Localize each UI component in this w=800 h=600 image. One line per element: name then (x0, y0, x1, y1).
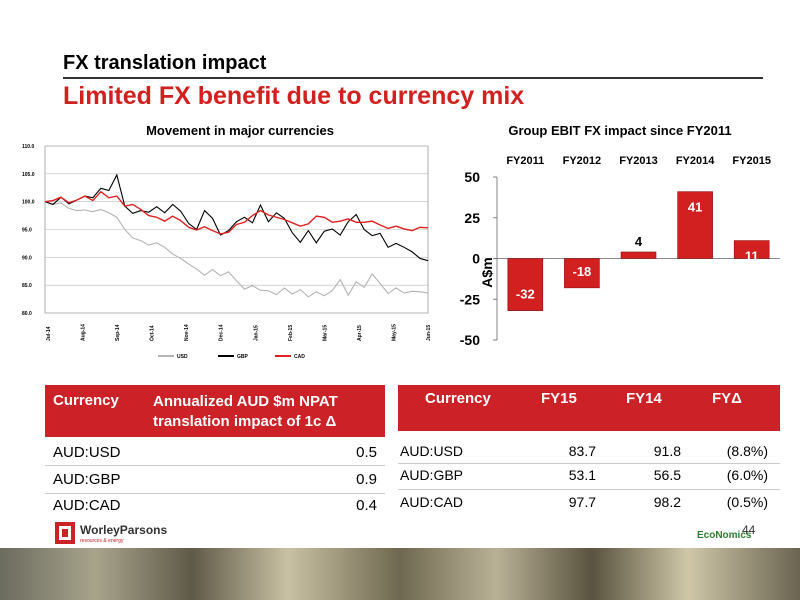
data-label: -32 (516, 287, 535, 302)
fx-header-fy15: FY15 (541, 390, 577, 407)
fx-header-fy14: FY14 (626, 390, 662, 407)
x-tick-label: Jan-15 (253, 325, 259, 341)
fx-row-fy15: 53.1 (568, 467, 596, 483)
y-tick-label: 110.0 (22, 144, 34, 150)
x-tick-label: Jul-14 (46, 326, 52, 341)
fx-row-fy14: 98.2 (653, 494, 681, 510)
fx-row-fy14: 91.8 (653, 443, 681, 459)
y-tick-label: 80.0 (22, 311, 32, 317)
category-label: FY2014 (676, 155, 715, 167)
y-tick-label: -25 (460, 291, 480, 307)
row-divider (45, 465, 385, 466)
fx-table-header: Currency FY15 FY14 FYΔ (398, 385, 780, 431)
bar-fy2013 (620, 251, 657, 259)
y-tick-label: 85.0 (22, 283, 32, 289)
x-tick-label: Dec-14 (219, 324, 225, 341)
fx-header-currency: Currency (425, 390, 491, 407)
data-label: 41 (688, 200, 702, 215)
bar-fy2011 (507, 258, 544, 311)
row-divider (45, 493, 385, 494)
fx-row-delta: (0.5%) (726, 494, 768, 510)
fx-row-currency: AUD:CAD (400, 494, 464, 510)
bar-fy2014 (677, 191, 713, 259)
npat-row-value: 0.9 (356, 471, 377, 488)
currency-movement-line-chart: 110.0 105.0 100.0 95.0 90.0 85.0 80.0 Jul-14 Aug… (22, 144, 432, 360)
y-tick-label: 105.0 (22, 172, 35, 178)
y-tick-label: 25 (464, 210, 480, 226)
x-tick-label: Oct-14 (150, 325, 156, 341)
category-label: FY2013 (619, 155, 658, 167)
y-tick-label: -50 (460, 332, 480, 348)
fx-row-currency: AUD:USD (400, 443, 464, 459)
table-row: AUD:USD 83.7 91.8 (8.8%) (398, 436, 780, 462)
x-tick-label: May-15 (391, 324, 397, 341)
slide-subtitle: Limited FX benefit due to currency mix (63, 82, 525, 110)
y-tick-label: 50 (464, 169, 480, 185)
fx-header-delta: FYΔ (712, 390, 742, 407)
ebit-fx-impact-bar-chart: 50 25 0 -25 -50 A$m FY2011 -32 FY2012 -18 FY2013 4 F… (460, 155, 780, 348)
industrial-plant-photo-banner (0, 548, 800, 600)
x-tick-label: Jun-15 (426, 325, 432, 341)
table-row: AUD:CAD 97.7 98.2 (0.5%) (398, 490, 780, 516)
company-logo-text: WorleyParsons (80, 523, 168, 537)
legend-label: CAD (294, 354, 305, 360)
fx-row-fy14: 56.5 (653, 467, 681, 483)
x-tick-label: Feb-15 (288, 325, 294, 341)
economics-logo: EcoNomics (697, 530, 752, 541)
series-line-usd (44, 201, 429, 298)
x-tick-label: Nov-14 (184, 324, 190, 341)
row-divider (398, 463, 780, 464)
data-label: -18 (573, 264, 592, 279)
title-divider (63, 77, 763, 79)
x-tick-label: Apr-15 (357, 325, 363, 341)
npat-header-currency: Currency (53, 392, 119, 409)
y-tick-label: 90.0 (22, 255, 32, 261)
table-row: AUD:GBP 53.1 56.5 (6.0%) (398, 464, 780, 490)
fx-table-body: AUD:USD 83.7 91.8 (8.8%) AUD:GBP 53.1 56… (398, 436, 780, 520)
npat-table-body: AUD:USD 0.5 AUD:GBP 0.9 AUD:CAD 0.4 (45, 437, 385, 522)
worleyparsons-logo-icon (55, 522, 75, 544)
series-line-gbp (44, 173, 429, 262)
y-axis-label: A$m (479, 257, 495, 287)
x-tick-label: Sep-14 (115, 324, 121, 341)
y-tick-label: 100.0 (22, 200, 35, 206)
row-divider (398, 489, 780, 490)
data-label: 4 (635, 234, 643, 249)
y-tick-label: 0 (472, 251, 480, 267)
y-tick-label: 95.0 (22, 228, 32, 234)
npat-row-currency: AUD:GBP (53, 471, 121, 488)
fx-row-fy15: 83.7 (568, 443, 596, 459)
category-label: FY2015 (732, 155, 771, 167)
x-tick-label: Aug-14 (81, 324, 87, 341)
legend-label: USD (177, 354, 188, 360)
fx-row-currency: AUD:GBP (400, 467, 464, 483)
company-logo-tagline: resources & energy (80, 538, 124, 544)
npat-header-impact: Annualized AUD $m NPAT translation impac… (153, 393, 338, 430)
npat-row-value: 0.5 (356, 444, 377, 461)
line-chart-title: Movement in major currencies (146, 123, 334, 138)
fx-row-delta: (6.0%) (726, 467, 768, 483)
npat-row-value: 0.4 (356, 497, 377, 514)
bar-fy2015 (733, 240, 770, 259)
fx-row-delta: (8.8%) (726, 443, 768, 459)
table-row: AUD:CAD 0.4 (45, 494, 385, 522)
legend-label: GBP (237, 354, 249, 360)
data-label: 11 (745, 249, 759, 264)
page-number: 44 (742, 523, 756, 537)
bar-chart-title: Group EBIT FX impact since FY2011 (508, 123, 732, 138)
table-row: AUD:USD 0.5 (45, 437, 385, 465)
series-line-cad (44, 190, 429, 235)
table-row: AUD:GBP 0.9 (45, 466, 385, 494)
fx-row-fy15: 97.7 (568, 494, 596, 510)
category-label: FY2011 (506, 155, 544, 167)
npat-row-currency: AUD:USD (53, 444, 121, 461)
npat-row-currency: AUD:CAD (53, 497, 121, 514)
slide-title: FX translation impact (63, 52, 267, 74)
npat-table-header: Currency Annualized AUD $m NPAT translat… (45, 385, 385, 437)
category-label: FY2012 (563, 155, 602, 167)
bar-fy2012 (564, 258, 600, 289)
x-tick-label: Mar-15 (322, 325, 328, 341)
